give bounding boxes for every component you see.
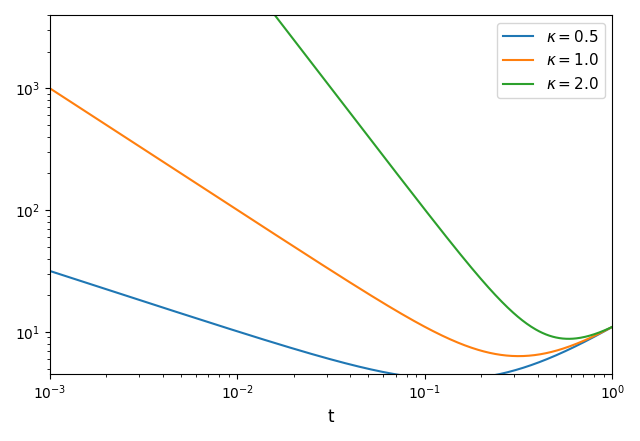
Legend: $\kappa = 0.5$, $\kappa = 1.0$, $\kappa = 2.0$: $\kappa = 0.5$, $\kappa = 1.0$, $\kappa …: [497, 22, 605, 98]
X-axis label: t: t: [328, 408, 334, 426]
